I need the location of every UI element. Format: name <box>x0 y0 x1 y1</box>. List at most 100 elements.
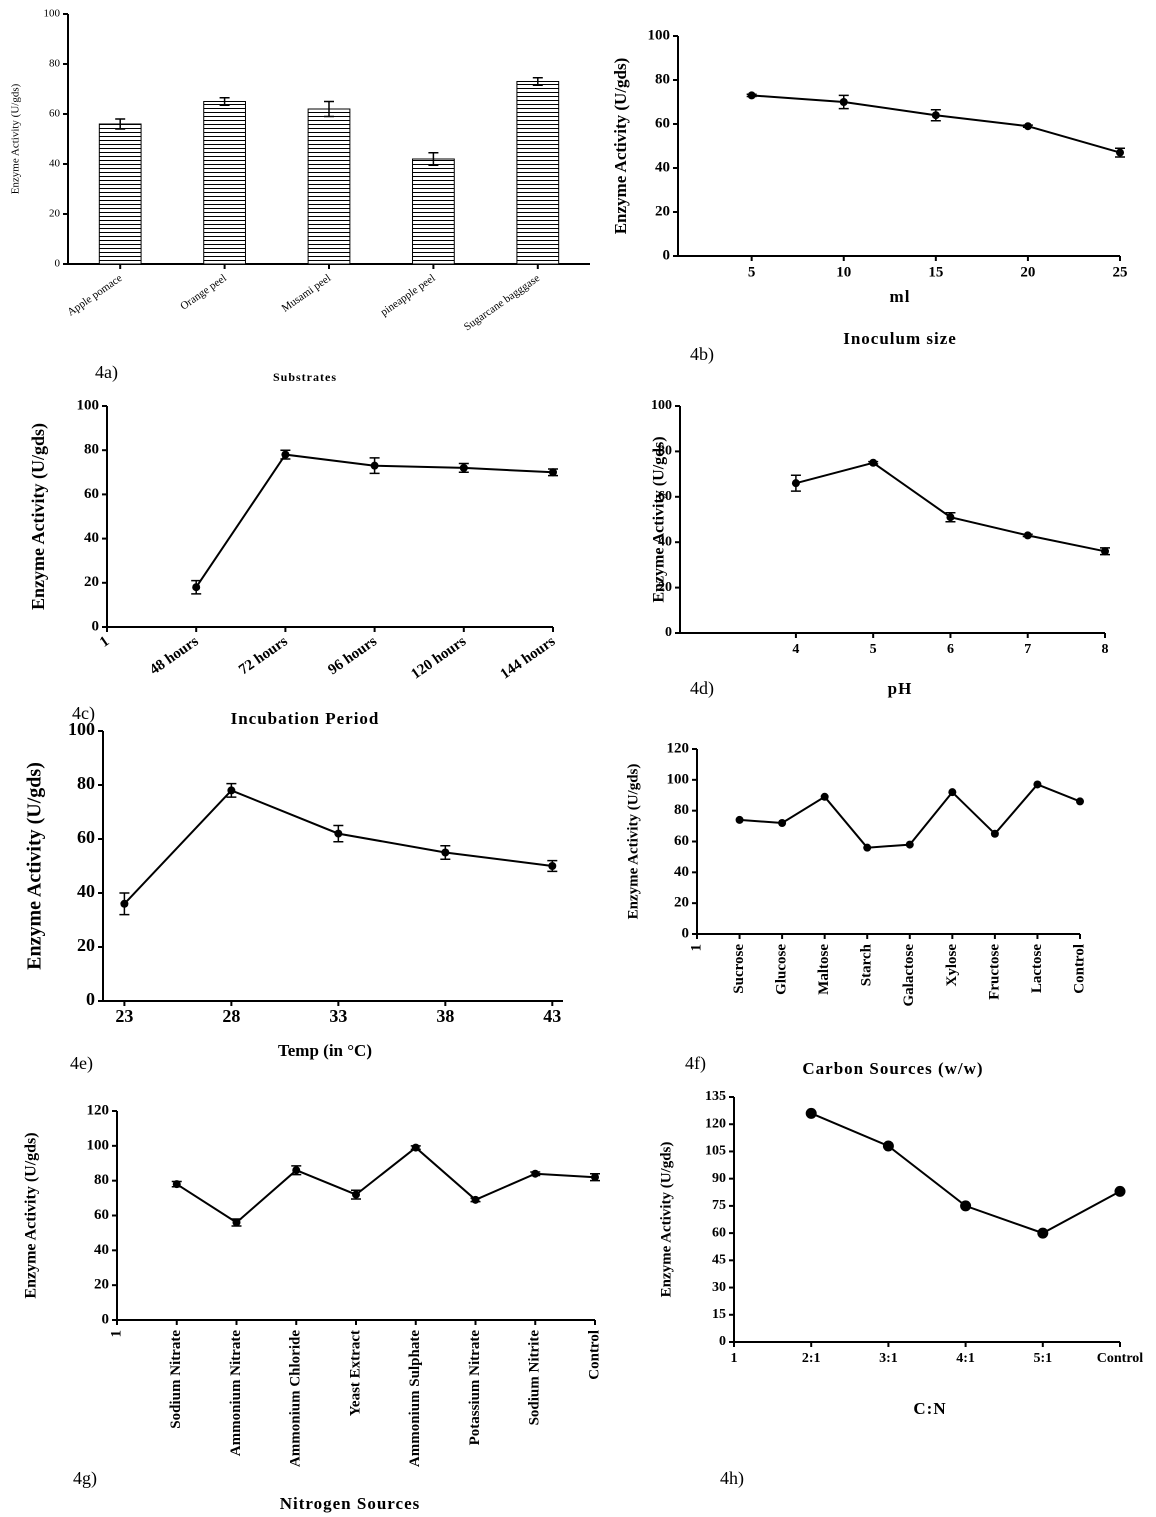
x-tick-label: 5 <box>748 264 756 280</box>
x-tick-label: 144 hours <box>498 633 559 682</box>
y-tick-label: 135 <box>705 1089 726 1104</box>
x-tick-label: 5 <box>870 642 877 657</box>
line <box>196 455 553 588</box>
x-tick-label: Sodium Nitrite <box>527 1330 543 1426</box>
point <box>1037 1228 1048 1239</box>
x-tick-label: 4 <box>792 642 799 657</box>
x-axis-label: Temp (in °C) <box>278 1041 372 1060</box>
x-tick-label: 120 hours <box>408 633 469 682</box>
y-tick-label: 40 <box>674 864 689 880</box>
y-tick-label: 0 <box>55 258 61 270</box>
y-tick-label: 0 <box>665 625 672 640</box>
axes <box>103 731 563 1001</box>
y-tick-label: 80 <box>674 802 689 818</box>
x-tick-label: 96 hours <box>325 633 380 678</box>
x-tick-label: 3:1 <box>879 1351 898 1366</box>
x-tick-label: Maltose <box>816 944 832 995</box>
bar <box>204 102 246 265</box>
x-tick-label: 1 <box>97 633 112 650</box>
panel-label: 4b) <box>690 344 714 365</box>
y-tick-label: 0 <box>92 618 100 634</box>
x-tick-label: Control <box>586 1330 602 1380</box>
y-tick-label: 80 <box>655 71 670 87</box>
x-tick-label: 1 <box>731 1351 738 1366</box>
y-tick-label: 40 <box>94 1242 109 1258</box>
y-tick-label: 40 <box>84 530 99 546</box>
x-tick-label: 25 <box>1113 264 1128 280</box>
x-tick-label: Apple pomace <box>65 272 124 319</box>
point <box>1033 780 1041 788</box>
x-tick-label: Ammonium Chloride <box>288 1330 304 1467</box>
y-tick-label: 60 <box>712 1225 726 1240</box>
x-tick-label: Potassium Nitrate <box>467 1330 483 1446</box>
point <box>960 1200 971 1211</box>
point <box>736 816 744 824</box>
x-tick-label: 4:1 <box>956 1351 975 1366</box>
line <box>177 1148 595 1223</box>
point <box>863 844 871 852</box>
point <box>883 1141 894 1152</box>
point <box>821 793 829 801</box>
y-axis-label: Enzyme Activity (U/gds) <box>23 1132 40 1298</box>
x-tick-label: Orange peel <box>178 272 229 312</box>
x-tick-label: Sucrose <box>731 944 747 994</box>
y-tick-label: 0 <box>719 1334 726 1349</box>
panel-label: 4h) <box>720 1468 744 1489</box>
x-tick-label: 38 <box>436 1006 454 1026</box>
point <box>991 830 999 838</box>
x-tick-label: 1 <box>688 944 704 952</box>
x-axis-label: ml <box>890 287 911 306</box>
y-tick-label: 80 <box>94 1172 109 1188</box>
y-axis-label: Enzyme Activity (U/gds) <box>10 83 22 194</box>
y-axis-label: Enzyme Activity (U/gds) <box>625 764 641 920</box>
y-tick-label: 80 <box>84 442 99 458</box>
x-tick-label: 2:1 <box>802 1351 821 1366</box>
y-tick-label: 0 <box>663 247 671 263</box>
x-tick-label: 10 <box>836 264 851 280</box>
point <box>778 819 786 827</box>
panel-label: 4a) <box>95 362 118 383</box>
y-tick-label: 20 <box>49 208 61 220</box>
point <box>1076 797 1084 805</box>
x-tick-label: 7 <box>1024 642 1031 657</box>
axes <box>107 406 553 627</box>
x-tick-label: Ammonium Nitrate <box>228 1330 244 1457</box>
bar <box>517 82 559 265</box>
line <box>811 1113 1120 1233</box>
x-axis-label: Substrates <box>273 370 337 384</box>
y-tick-label: 100 <box>87 1137 110 1153</box>
y-tick-label: 100 <box>667 771 690 787</box>
x-tick-label: 6 <box>947 642 954 657</box>
bar <box>308 109 350 264</box>
point <box>948 788 956 796</box>
y-axis-label: Enzyme Activity (U/gds) <box>24 762 46 970</box>
x-tick-label: 48 hours <box>147 633 202 678</box>
y-tick-label: 20 <box>655 203 670 219</box>
x-tick-label: Sodium Nitrate <box>168 1330 184 1429</box>
x-tick-label: 33 <box>329 1006 347 1026</box>
y-tick-label: 0 <box>102 1311 110 1327</box>
y-tick-label: 20 <box>674 895 689 911</box>
axes <box>680 406 1105 633</box>
panel-label: 4g) <box>73 1468 97 1489</box>
line <box>796 463 1105 552</box>
panel-label: 4d) <box>690 678 714 699</box>
y-tick-label: 40 <box>77 881 95 901</box>
y-tick-label: 60 <box>84 486 99 502</box>
x-tick-label: 43 <box>543 1006 561 1026</box>
y-tick-label: 75 <box>712 1198 726 1213</box>
y-tick-label: 100 <box>648 27 671 43</box>
x-tick-label: Musami peel <box>280 272 334 315</box>
point <box>1115 1186 1126 1197</box>
y-tick-label: 120 <box>705 1116 726 1131</box>
y-tick-label: 60 <box>674 833 689 849</box>
y-tick-label: 80 <box>77 773 95 793</box>
y-tick-label: 120 <box>87 1102 110 1118</box>
y-tick-label: 60 <box>49 108 61 120</box>
x-tick-label: 28 <box>222 1006 240 1026</box>
x-axis-label: Inoculum size <box>843 329 957 348</box>
y-tick-label: 80 <box>49 58 61 70</box>
x-tick-label: Control <box>1097 1351 1144 1366</box>
y-tick-label: 100 <box>77 397 100 413</box>
y-tick-label: 0 <box>682 925 690 941</box>
